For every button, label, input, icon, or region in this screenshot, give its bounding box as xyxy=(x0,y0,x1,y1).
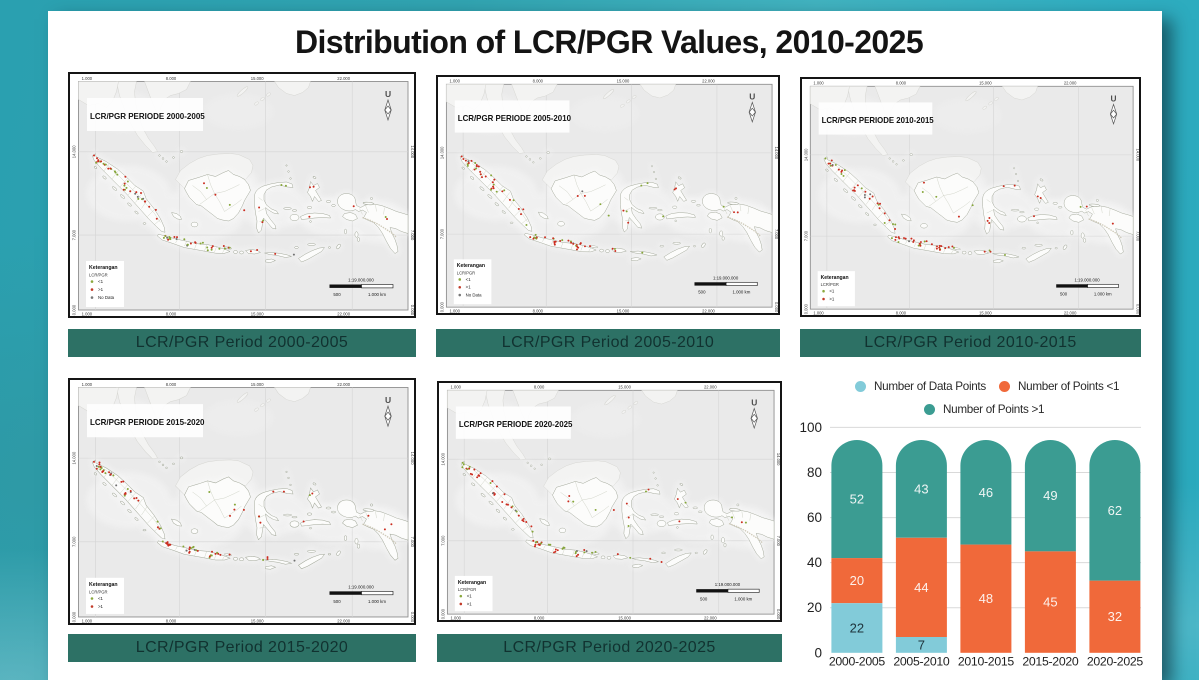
svg-text:>1: >1 xyxy=(829,296,835,301)
svg-text:LCR/PGR: LCR/PGR xyxy=(458,587,476,592)
svg-text:2005-2010: 2005-2010 xyxy=(893,655,950,669)
svg-text:52: 52 xyxy=(850,492,864,507)
svg-text:20: 20 xyxy=(850,573,864,588)
svg-text:48: 48 xyxy=(979,591,993,606)
svg-text:49: 49 xyxy=(1043,488,1057,503)
svg-text:No Data: No Data xyxy=(466,292,482,297)
svg-text:2010-2015: 2010-2015 xyxy=(958,655,1015,669)
svg-text:LCR/PGR: LCR/PGR xyxy=(821,282,839,287)
svg-text:<1: <1 xyxy=(466,277,472,282)
svg-text:2015-2020: 2015-2020 xyxy=(1022,655,1079,669)
svg-text:<1: <1 xyxy=(98,596,104,601)
svg-text:LCR/PGR PERIODE 2000-2005: LCR/PGR PERIODE 2000-2005 xyxy=(90,112,205,121)
svg-text:0: 0 xyxy=(814,645,822,660)
svg-text:20: 20 xyxy=(807,600,822,615)
svg-text:>1: >1 xyxy=(467,601,473,606)
svg-text:Keterangan: Keterangan xyxy=(821,275,849,281)
svg-text:43: 43 xyxy=(914,481,928,496)
svg-text:LCR/PGR PERIODE 2020-2025: LCR/PGR PERIODE 2020-2025 xyxy=(459,420,573,429)
svg-text:46: 46 xyxy=(979,485,993,500)
svg-text:LCR/PGR PERIODE 2015-2020: LCR/PGR PERIODE 2015-2020 xyxy=(90,418,205,427)
svg-text:40: 40 xyxy=(807,555,822,570)
svg-text:44: 44 xyxy=(914,580,928,595)
svg-text:>1: >1 xyxy=(98,287,104,292)
svg-text:<1: <1 xyxy=(829,289,835,294)
svg-text:60: 60 xyxy=(807,510,822,525)
svg-text:No Data: No Data xyxy=(98,295,115,300)
svg-text:2000-2005: 2000-2005 xyxy=(829,655,886,669)
svg-text:LCR/PGR: LCR/PGR xyxy=(89,589,108,594)
svg-text:32: 32 xyxy=(1108,609,1122,624)
svg-text:<1: <1 xyxy=(467,593,473,598)
svg-text:Keterangan: Keterangan xyxy=(458,580,486,586)
svg-text:LCR/PGR PERIODE 2010-2015: LCR/PGR PERIODE 2010-2015 xyxy=(822,116,935,125)
svg-text:Keterangan: Keterangan xyxy=(89,265,118,271)
svg-text:Keterangan: Keterangan xyxy=(457,263,485,269)
svg-text:LCR/PGR: LCR/PGR xyxy=(457,271,475,276)
svg-text:2020-2025: 2020-2025 xyxy=(1087,655,1144,669)
svg-text:80: 80 xyxy=(807,465,822,480)
svg-text:100: 100 xyxy=(799,420,822,435)
svg-text:22: 22 xyxy=(850,621,864,636)
svg-text:>1: >1 xyxy=(98,604,104,609)
svg-text:LCR/PGR: LCR/PGR xyxy=(89,273,108,278)
svg-text:45: 45 xyxy=(1043,595,1057,610)
svg-text:Keterangan: Keterangan xyxy=(89,582,118,588)
svg-text:<1: <1 xyxy=(98,279,104,284)
svg-text:7: 7 xyxy=(918,637,925,652)
svg-text:>1: >1 xyxy=(466,285,472,290)
svg-text:62: 62 xyxy=(1108,503,1122,518)
svg-text:LCR/PGR PERIODE 2005-2010: LCR/PGR PERIODE 2005-2010 xyxy=(458,114,572,123)
